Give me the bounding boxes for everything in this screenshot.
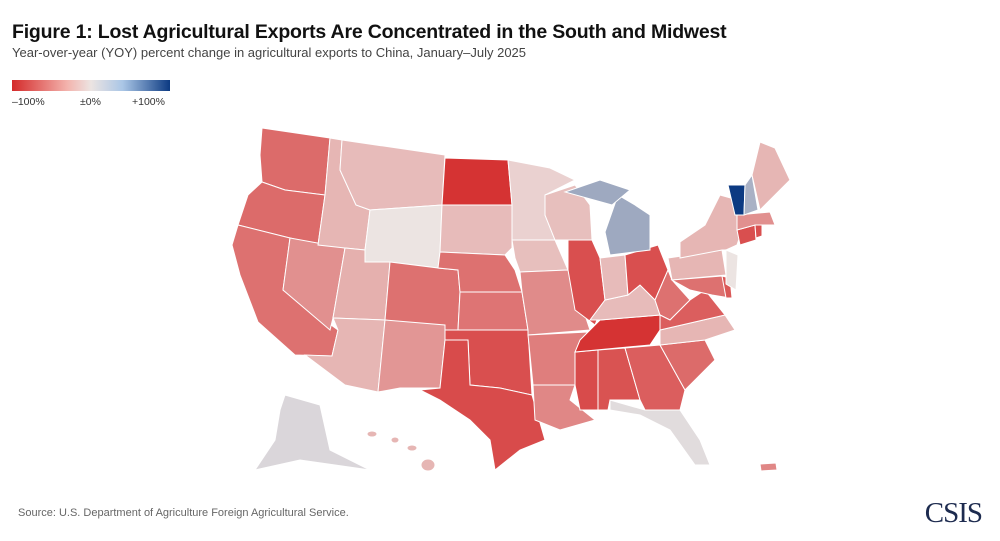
state-hi [366,430,378,438]
state-nd [441,157,513,206]
state-ak [253,394,371,471]
state-hi [390,436,400,444]
state-ia [511,239,569,273]
color-scale-legend [12,80,170,91]
state-ms [574,349,599,411]
figure-title: Figure 1: Lost Agricultural Exports Are … [12,21,727,43]
state-in [599,254,629,301]
state-tx [418,339,546,471]
legend-min-label: –100% [12,96,45,108]
state-nh [743,173,759,216]
state-wy [364,204,443,269]
state-nj [725,249,739,291]
state-fl [609,399,711,466]
state-sd [439,204,513,256]
state-me [751,141,791,211]
state-hi [420,458,436,472]
figure-subtitle: Year-over-year (YOY) percent change in a… [12,45,527,60]
state-nm [377,319,446,393]
state-ks [457,291,529,331]
state-mt [339,139,446,211]
state-ri [754,223,763,239]
source-note: Source: U.S. Department of Agriculture F… [18,507,349,519]
state-pr [759,462,778,472]
state-mi [563,179,632,206]
state-ma [736,211,776,231]
state-hi [406,444,418,452]
legend-mid-label: ±0% [80,96,101,108]
csis-logo: CSIS [924,497,983,529]
legend-max-label: +100% [132,96,165,108]
state-md [670,275,731,299]
state-co [384,261,461,331]
